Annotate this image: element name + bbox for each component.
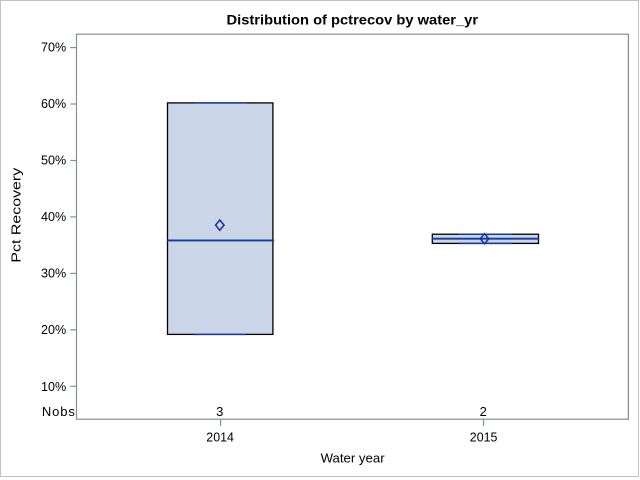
svg-text:50%: 50%	[41, 153, 67, 168]
svg-text:70%: 70%	[41, 40, 67, 55]
svg-text:2: 2	[480, 404, 487, 419]
svg-text:10%: 10%	[41, 379, 67, 394]
svg-text:Pct Recovery: Pct Recovery	[8, 167, 23, 262]
svg-text:60%: 60%	[41, 96, 67, 111]
svg-text:Water year: Water year	[321, 450, 386, 465]
svg-text:20%: 20%	[41, 322, 67, 337]
svg-text:2015: 2015	[470, 429, 498, 444]
svg-text:2014: 2014	[206, 429, 234, 444]
svg-text:30%: 30%	[41, 266, 67, 281]
svg-text:Nobs: Nobs	[42, 404, 76, 419]
svg-text:Distribution of pctrecov by wa: Distribution of pctrecov by water_yr	[227, 12, 479, 28]
svg-text:40%: 40%	[41, 209, 67, 224]
svg-text:3: 3	[216, 404, 223, 419]
